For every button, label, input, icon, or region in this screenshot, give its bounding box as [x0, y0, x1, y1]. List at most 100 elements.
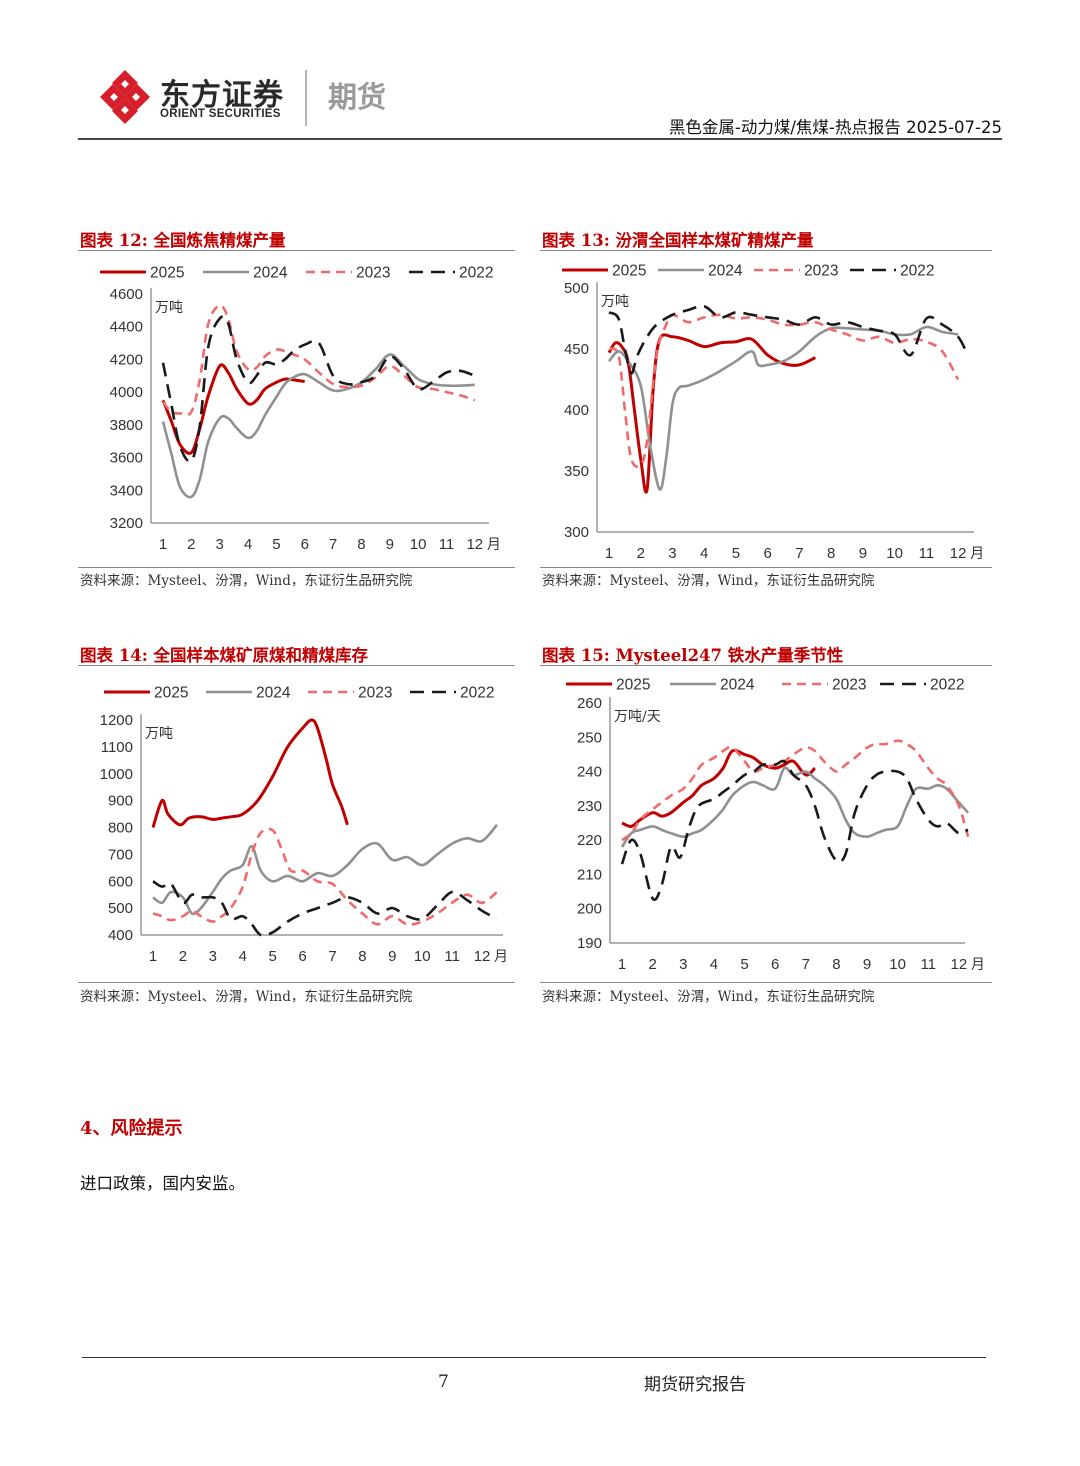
y-axis-unit-label: 万吨 [155, 300, 183, 316]
x-tick-label: 4 [710, 956, 718, 973]
y-tick-label: 350 [564, 463, 589, 480]
series-line-2025 [621, 748, 816, 828]
legend-label-2022: 2022 [900, 263, 934, 280]
y-tick-label: 800 [108, 820, 133, 837]
x-tick-label: 8 [827, 545, 835, 562]
y-tick-label: 600 [108, 873, 133, 890]
chart-14-title: 图表 14: 全国样本煤矿原煤和精煤库存 [80, 646, 369, 665]
y-tick-label: 400 [108, 927, 133, 944]
legend-label-2023: 2023 [358, 685, 392, 702]
x-tick-label: 8 [357, 536, 365, 553]
page-header: 东方证券 ORIENT SECURITIES 期货 黑色金属-动力煤/焦煤-热点… [0, 0, 1080, 140]
y-tick-label: 260 [577, 695, 602, 712]
header-divider [78, 138, 1002, 140]
section-title: 4、风险提示 [80, 1118, 183, 1139]
series-line-2022 [620, 759, 969, 901]
x-tick-label: 9 [388, 948, 396, 965]
chart-12-source: 资料来源：Mysteel、汾渭，Wind，东证衍生品研究院 [80, 573, 413, 589]
series-line-2024 [620, 766, 970, 848]
x-tick-label: 7 [328, 948, 336, 965]
legend-label-2024: 2024 [256, 685, 291, 702]
x-tick-label: 3 [668, 545, 676, 562]
x-tick-label: 11 [919, 545, 935, 562]
y-tick-label: 210 [577, 866, 602, 883]
series-line-2022 [161, 315, 476, 463]
x-tick-label: 10 [410, 536, 427, 553]
x-tick-label: 5 [268, 948, 276, 965]
legend-label-2023: 2023 [804, 263, 838, 280]
legend-label-2022: 2022 [459, 265, 493, 282]
x-tick-label: 11 [920, 956, 936, 973]
x-tick-label: 1 [159, 536, 167, 553]
y-axis-unit-label: 万吨 [601, 294, 629, 310]
x-tick-label: 3 [216, 536, 224, 553]
y-tick-label: 400 [564, 402, 589, 419]
y-tick-label: 3400 [110, 482, 143, 499]
y-tick-label: 190 [577, 935, 602, 952]
y-tick-label: 450 [564, 341, 589, 358]
x-tick-label: 12 [466, 536, 483, 553]
y-tick-label: 3800 [110, 417, 143, 434]
series-line-2024 [152, 823, 498, 916]
x-tick-label: 2 [637, 545, 645, 562]
logo-english-name: ORIENT SECURITIES [160, 108, 281, 120]
series-line-2024 [161, 353, 475, 499]
x-tick-label: 4 [244, 536, 252, 553]
x-tick-label: 12 [474, 948, 491, 965]
footer-divider [82, 1357, 986, 1358]
x-tick-label: 2 [179, 948, 187, 965]
x-tick-label: 9 [863, 956, 871, 973]
x-tick-label: 8 [358, 948, 366, 965]
x-tick-label: 8 [832, 956, 840, 973]
x-tick-label: 9 [859, 545, 867, 562]
series-line-2024 [608, 325, 959, 491]
y-tick-label: 200 [577, 901, 602, 918]
x-tick-label: 1 [618, 956, 626, 973]
chart-15-source: 资料来源：Mysteel、汾渭，Wind，东证衍生品研究院 [542, 989, 875, 1005]
series-line-2023 [608, 313, 960, 468]
x-axis-unit-label: 月 [971, 957, 985, 973]
series-line-2025 [161, 363, 305, 455]
y-tick-label: 300 [564, 524, 589, 541]
x-tick-label: 4 [239, 948, 247, 965]
chart-12-title: 图表 12: 全国炼焦精煤产量 [80, 231, 286, 250]
series-line-2023 [621, 739, 970, 842]
x-axis-unit-label: 月 [487, 537, 501, 553]
x-axis-unit-label: 月 [494, 949, 508, 965]
series-line-2022 [152, 880, 498, 937]
x-tick-label: 5 [272, 536, 280, 553]
y-tick-label: 900 [108, 793, 133, 810]
y-tick-label: 3200 [110, 515, 143, 532]
chart-13-source: 资料来源：Mysteel、汾渭，Wind，东证衍生品研究院 [542, 573, 875, 589]
series-line-2025 [607, 333, 816, 494]
legend-label-2024: 2024 [720, 677, 755, 694]
y-tick-label: 4000 [110, 384, 143, 401]
legend-label-2024: 2024 [708, 263, 743, 280]
x-tick-label: 12 [951, 956, 968, 973]
y-tick-label: 230 [577, 798, 602, 815]
x-tick-label: 10 [889, 956, 906, 973]
y-tick-label: 240 [577, 764, 602, 781]
page-number: 7 [438, 1372, 449, 1392]
x-tick-label: 3 [209, 948, 217, 965]
legend-label-2022: 2022 [460, 685, 494, 702]
legend-label-2025: 2025 [616, 677, 650, 694]
x-tick-label: 6 [301, 536, 309, 553]
x-tick-label: 12 [950, 545, 967, 562]
y-tick-label: 1000 [100, 766, 133, 783]
y-tick-label: 500 [108, 900, 133, 917]
x-tick-label: 5 [740, 956, 748, 973]
logo-divider [305, 70, 307, 126]
x-tick-label: 7 [795, 545, 803, 562]
x-tick-label: 7 [329, 536, 337, 553]
y-tick-label: 4600 [110, 286, 143, 303]
y-tick-label: 250 [577, 729, 602, 746]
x-tick-label: 1 [605, 545, 613, 562]
x-tick-label: 3 [679, 956, 687, 973]
footer-label: 期货研究报告 [644, 1375, 746, 1395]
legend-label-2025: 2025 [612, 263, 646, 280]
